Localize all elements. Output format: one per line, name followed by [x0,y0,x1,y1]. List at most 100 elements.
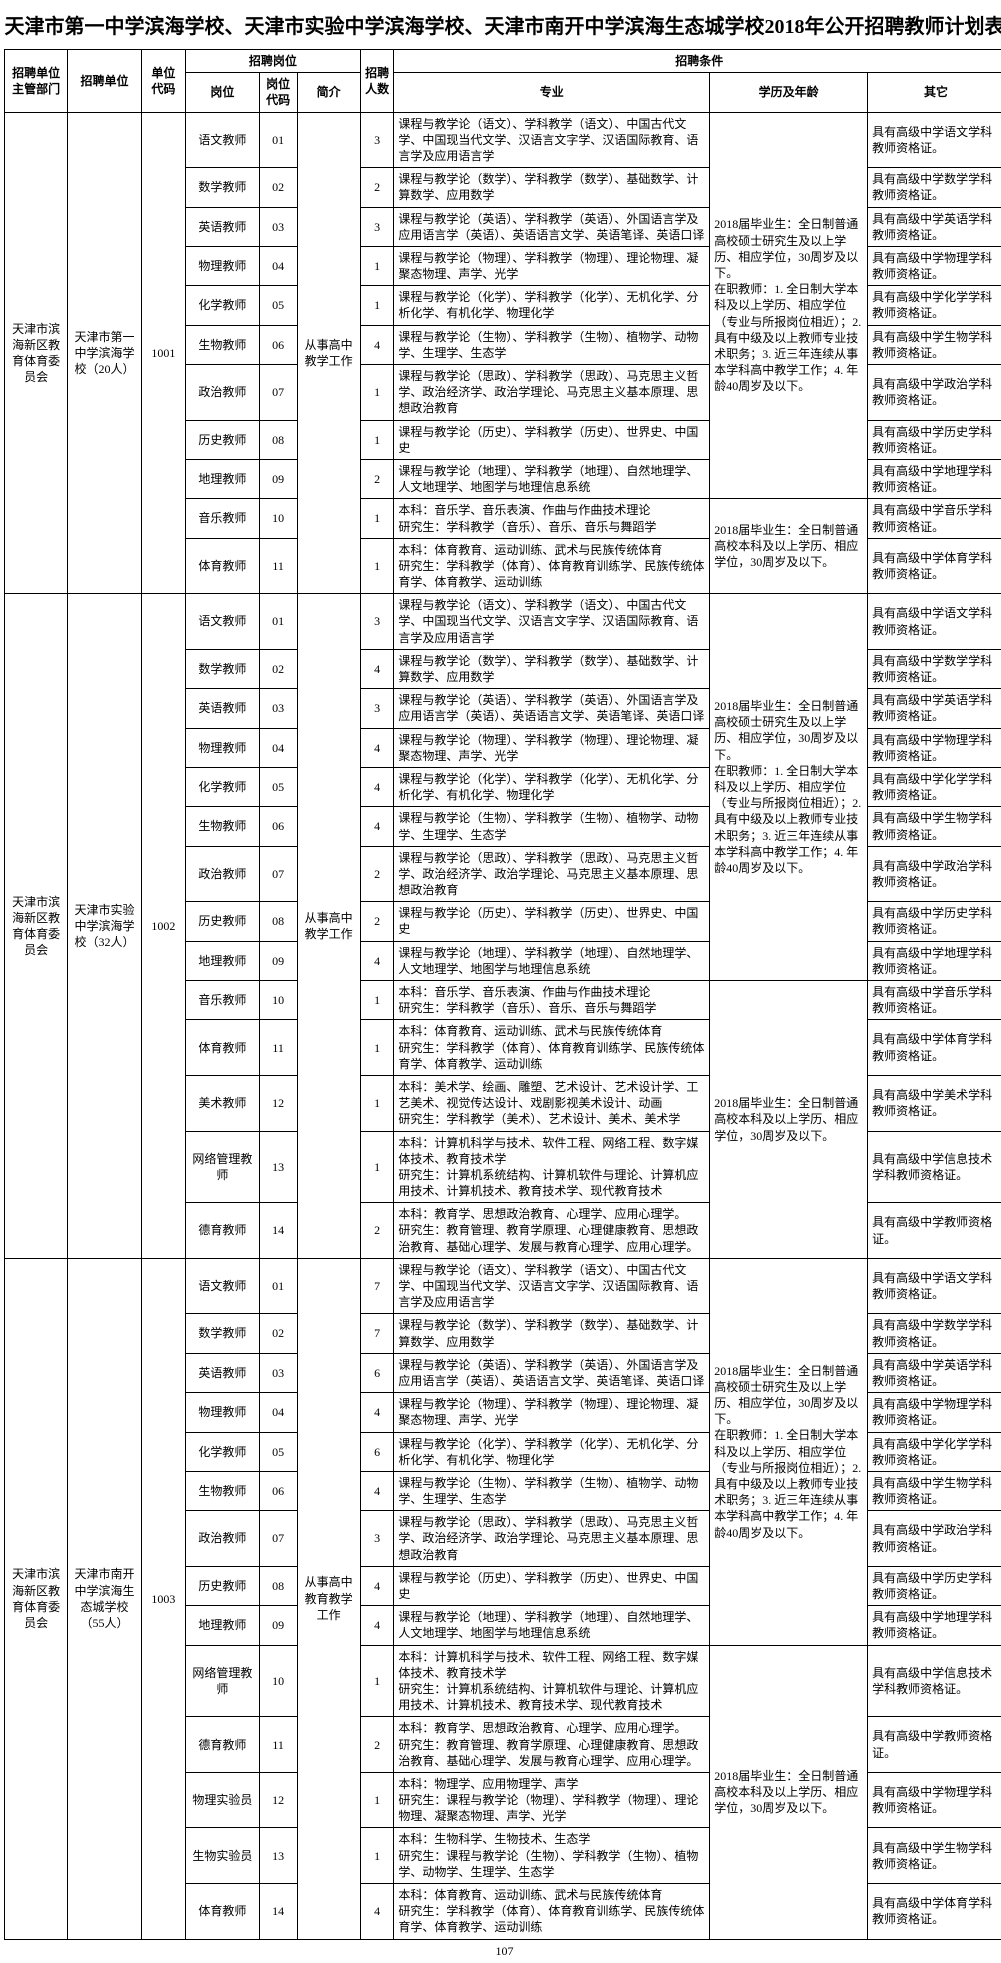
cell-other: 具有高级中学生物学科教师资格证。 [868,1471,1001,1510]
cell-post: 生物教师 [186,325,260,364]
cell-major: 课程与教学论（化学）、学科教学（化学）、无机化学、分析化学、有机化学、物理化学 [394,767,710,806]
cell-post-code: 06 [259,1471,297,1510]
cell-other: 具有高级中学物理学科教师资格证。 [868,1393,1001,1432]
cell-count: 3 [360,207,394,246]
cell-major: 课程与教学论（化学）、学科教学（化学）、无机化学、分析化学、有机化学、物理化学 [394,286,710,325]
cell-edu: 2018届毕业生：全日制普通高校硕士研究生及以上学历、相应学位，30周岁及以下。… [710,594,868,981]
cell-post-code: 02 [259,168,297,207]
cell-other: 具有高级中学体育学科教师资格证。 [868,1020,1001,1076]
cell-post: 历史教师 [186,420,260,459]
cell-major: 课程与教学论（物理）、学科教学（物理）、理论物理、凝聚态物理、声学、光学 [394,728,710,767]
cell-other: 具有高级中学音乐学科教师资格证。 [868,499,1001,538]
cell-major: 课程与教学论（化学）、学科教学（化学）、无机化学、分析化学、有机化学、物理化学 [394,1432,710,1471]
cell-other: 具有高级中学英语学科教师资格证。 [868,207,1001,246]
cell-count: 2 [360,459,394,498]
cell-post: 英语教师 [186,1353,260,1392]
cell-post-code: 07 [259,365,297,421]
cell-other: 具有高级中学音乐学科教师资格证。 [868,981,1001,1020]
cell-other: 具有高级中学英语学科教师资格证。 [868,689,1001,728]
cell-post-code: 01 [259,594,297,650]
cell-count: 4 [360,1471,394,1510]
cell-post: 化学教师 [186,1432,260,1471]
cell-post: 语文教师 [186,112,260,168]
cell-other: 具有高级中学政治学科教师资格证。 [868,365,1001,421]
cell-other: 具有高级中学数学学科教师资格证。 [868,649,1001,688]
cell-major: 课程与教学论（地理）、学科教学（地理）、自然地理学、人文地理学、地图学与地理信息… [394,459,710,498]
cell-count: 2 [360,846,394,902]
cell-post-code: 05 [259,767,297,806]
cell-post: 物理教师 [186,1393,260,1432]
page-number: 107 [4,1944,1001,1959]
cell-other: 具有高级中学语文学科教师资格证。 [868,112,1001,168]
cell-major: 课程与教学论（地理）、学科教学（地理）、自然地理学、人文地理学、地图学与地理信息… [394,941,710,980]
cell-count: 1 [360,365,394,421]
cell-major: 本科：计算机科学与技术、软件工程、网络工程、数字媒体技术、教育技术学 研究生：计… [394,1645,710,1717]
cell-count: 2 [360,902,394,941]
cell-count: 1 [360,286,394,325]
cell-other: 具有高级中学语文学科教师资格证。 [868,594,1001,650]
cell-major: 本科：物理学、应用物理学、声学 研究生：课程与教学论（物理）、学科教学（物理）、… [394,1772,710,1828]
cell-unit-code: 1002 [141,594,185,1259]
cell-count: 4 [360,1606,394,1645]
th-dept: 招聘单位主管部门 [5,50,68,113]
cell-other: 具有高级中学政治学科教师资格证。 [868,1511,1001,1567]
cell-other: 具有高级中学英语学科教师资格证。 [868,1353,1001,1392]
cell-count: 1 [360,420,394,459]
th-post-code: 岗位代码 [259,73,297,112]
cell-count: 4 [360,941,394,980]
cell-other: 具有高级中学历史学科教师资格证。 [868,902,1001,941]
cell-count: 4 [360,1566,394,1605]
cell-edu: 2018届毕业生：全日制普通高校本科及以上学历、相应学位，30周岁及以下。 [710,1645,868,1939]
cell-post: 生物实验员 [186,1828,260,1884]
cell-count: 3 [360,1511,394,1567]
cell-edu: 2018届毕业生：全日制普通高校硕士研究生及以上学历、相应学位，30周岁及以下。… [710,112,868,499]
cell-other: 具有高级中学历史学科教师资格证。 [868,420,1001,459]
cell-major: 本科：体育教育、运动训练、武术与民族传统体育 研究生：学科教学（体育）、体育教育… [394,538,710,594]
cell-post-code: 09 [259,941,297,980]
cell-post-code: 13 [259,1828,297,1884]
cell-major: 本科：体育教育、运动训练、武术与民族传统体育 研究生：学科教学（体育）、体育教育… [394,1884,710,1940]
cell-major: 课程与教学论（语文）、学科教学（语文）、中国古代文学、中国现当代文学、汉语言文字… [394,594,710,650]
th-major: 专业 [394,73,710,112]
cell-post-code: 08 [259,420,297,459]
cell-post-code: 07 [259,1511,297,1567]
cell-post: 英语教师 [186,689,260,728]
cell-unit-code: 1001 [141,112,185,594]
cell-major: 课程与教学论（数学）、学科教学（数学）、基础数学、计算数学、应用数学 [394,1314,710,1353]
cell-post: 地理教师 [186,941,260,980]
cell-count: 2 [360,1717,394,1773]
cell-post-code: 07 [259,846,297,902]
cell-post-desc: 从事高中教学工作 [297,594,360,1259]
cell-count: 4 [360,767,394,806]
cell-post-code: 02 [259,649,297,688]
cell-count: 1 [360,246,394,285]
cell-post: 生物教师 [186,1471,260,1510]
cell-major: 课程与教学论（英语）、学科教学（英语）、外国语言学及应用语言学（英语）、英语语言… [394,1353,710,1392]
cell-count: 4 [360,1393,394,1432]
cell-count: 3 [360,112,394,168]
cell-other: 具有高级中学数学学科教师资格证。 [868,1314,1001,1353]
th-post-desc: 简介 [297,73,360,112]
cell-post: 历史教师 [186,1566,260,1605]
cell-count: 7 [360,1314,394,1353]
table-row: 天津市滨海新区教育体育委员会天津市第一中学滨海学校（20人）1001语文教师01… [5,112,1001,168]
cell-post: 德育教师 [186,1203,260,1259]
cell-major: 课程与教学论（语文）、学科教学（语文）、中国古代文学、中国现当代文学、汉语言文字… [394,1258,710,1314]
cell-post-code: 10 [259,981,297,1020]
cell-other: 具有高级中学历史学科教师资格证。 [868,1566,1001,1605]
cell-dept: 天津市滨海新区教育体育委员会 [5,1258,68,1939]
cell-post-code: 11 [259,1717,297,1773]
cell-count: 3 [360,594,394,650]
cell-count: 4 [360,325,394,364]
cell-post: 网络管理教师 [186,1645,260,1717]
cell-major: 课程与教学论（语文）、学科教学（语文）、中国古代文学、中国现当代文学、汉语言文字… [394,112,710,168]
cell-post: 语文教师 [186,1258,260,1314]
cell-edu: 2018届毕业生：全日制普通高校本科及以上学历、相应学位，30周岁及以下。 [710,981,868,1259]
cell-post: 政治教师 [186,365,260,421]
cell-other: 具有高级中学物理学科教师资格证。 [868,728,1001,767]
cell-post-code: 14 [259,1884,297,1940]
cell-other: 具有高级中学物理学科教师资格证。 [868,1772,1001,1828]
cell-other: 具有高级中学物理学科教师资格证。 [868,246,1001,285]
cell-post: 数学教师 [186,649,260,688]
cell-major: 本科：音乐学、音乐表演、作曲与作曲技术理论 研究生：学科教学（音乐）、音乐、音乐… [394,981,710,1020]
